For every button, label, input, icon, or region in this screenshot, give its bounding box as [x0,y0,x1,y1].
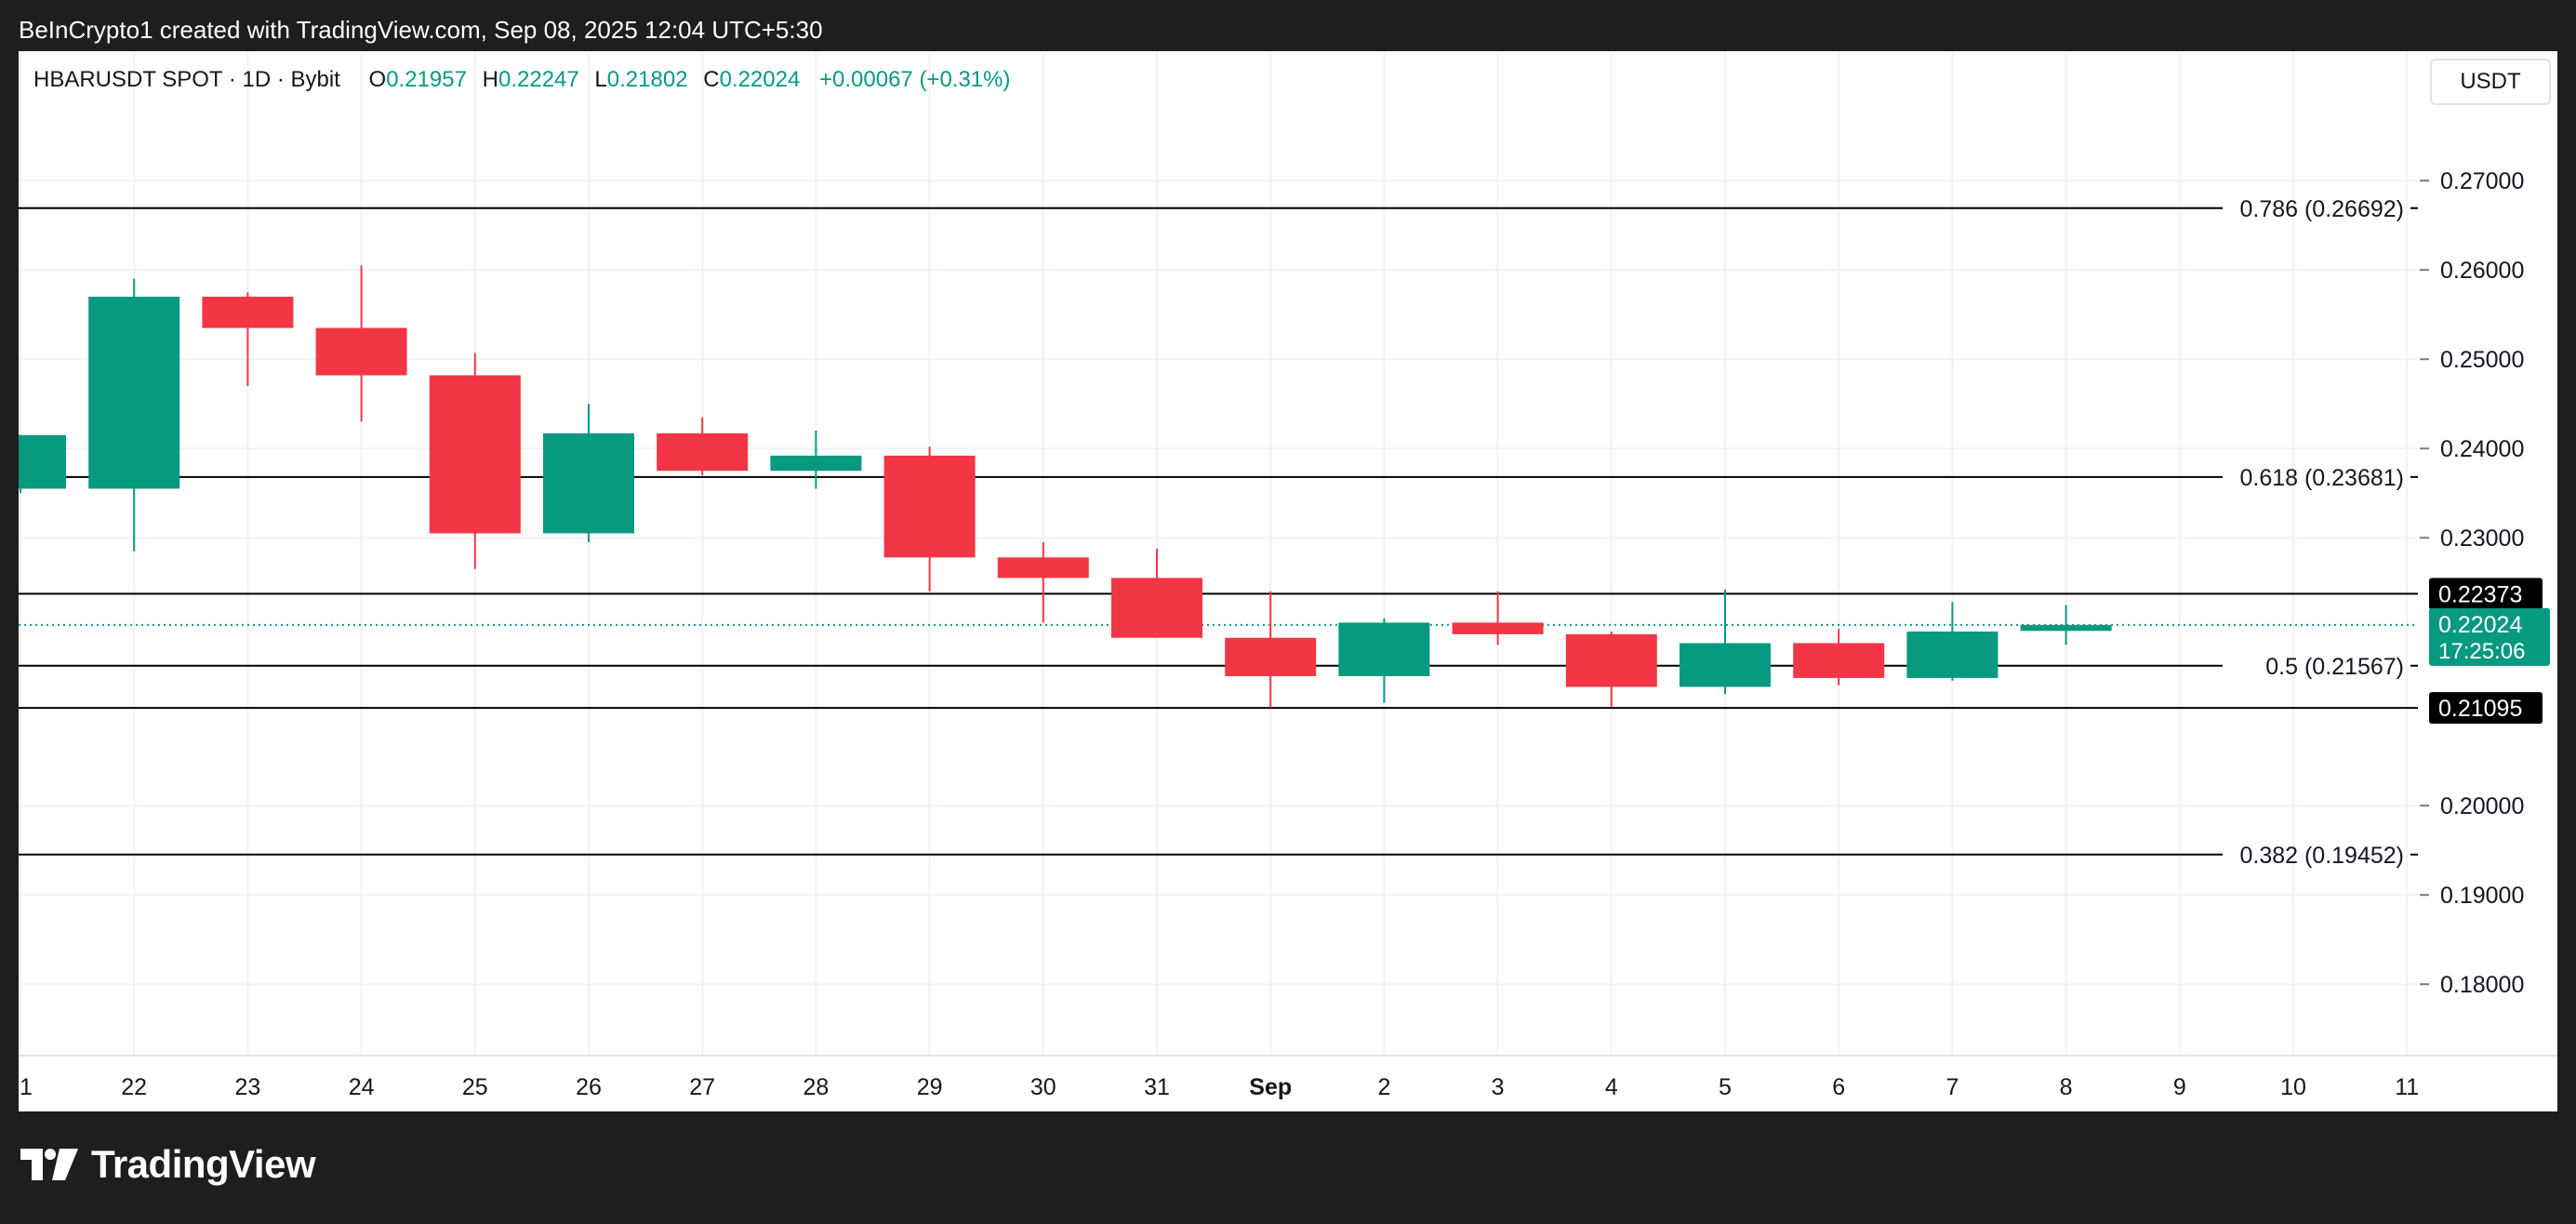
candle-body [1906,632,1998,678]
fib-level-label: 0.618 (0.23681) [2239,465,2404,491]
symbol-label: HBARUSDT SPOT · 1D · Bybit [33,67,340,92]
fib-level-label: 0.786 (0.26692) [2239,196,2404,222]
level-price-badge-text: 0.22373 [2438,581,2522,607]
candlestick-chart[interactable]: 0.786 (0.26692) 0.618 (0.23681) 0.5 (0.215… [19,51,2557,1111]
low-label: L [594,67,607,92]
level-price-badge [2429,692,2543,725]
x-tick-label: 29 [917,1074,943,1100]
x-tick-label: 8 [2060,1074,2073,1100]
currency-button[interactable]: USDT [2430,59,2551,105]
candle-body [1565,633,1657,687]
candle-body [1338,622,1430,676]
candle-body [19,434,66,489]
candle-body [1225,637,1317,676]
high-value: 0.22247 [498,67,579,92]
candle-body [1452,622,1544,634]
candle-body [770,455,862,472]
candle-body [2020,624,2112,632]
countdown-text: 17:25:06 [2438,639,2525,664]
x-tick-label: 24 [349,1074,375,1100]
chart-caption: BeInCrypto1 created with TradingView.com… [19,16,823,44]
y-tick-label: 0.19000 [2440,883,2524,909]
candle-body [1793,643,1885,678]
x-tick-label: 11 [2395,1074,2419,1100]
x-tick-label: 3 [1492,1074,1505,1100]
tradingview-logo-icon [20,1149,78,1180]
current-price-badge [2429,607,2550,666]
open-value: 0.21957 [386,67,467,92]
x-tick-label: 27 [689,1074,715,1100]
x-tick-label: 9 [2173,1074,2186,1100]
x-tick-label: 6 [1832,1074,1845,1100]
candle-body [88,297,180,489]
x-tick-label: 23 [234,1074,260,1100]
x-tick-label: 4 [1605,1074,1618,1100]
x-tick-label: 31 [1144,1074,1170,1100]
footer-brand[interactable]: TradingView [20,1142,316,1187]
x-tick-label: 22 [121,1074,147,1100]
ohlc-legend: HBARUSDT SPOT · 1D · Bybit O0.21957 H0.2… [33,64,1011,96]
x-tick-label: 25 [462,1074,488,1100]
x-tick-label: 2 [1377,1074,1390,1100]
close-label: C [703,67,720,92]
fib-level-label: 0.5 (0.21567) [2265,654,2404,680]
level-price-badge [2429,578,2543,610]
current-price-text: 0.22024 [2438,612,2522,638]
candle-body [1111,578,1202,638]
candle-body [543,432,634,534]
candle-body [202,297,294,328]
x-tick-label: Sep [1249,1074,1292,1100]
y-tick-label: 0.25000 [2440,347,2524,373]
candle-body [657,432,749,472]
close-value: 0.22024 [719,67,801,92]
x-tick-label: 7 [1945,1074,1959,1100]
high-label: H [482,67,498,92]
x-tick-label: 1 [20,1074,33,1100]
candle-body [429,375,521,534]
candle-body [883,455,976,558]
low-value: 0.21802 [606,67,688,92]
x-tick-label: 28 [803,1074,829,1100]
candle-body [315,327,407,376]
x-tick-label: 5 [1719,1074,1732,1100]
x-tick-label: 10 [2280,1074,2306,1100]
y-tick-label: 0.20000 [2440,793,2524,819]
x-tick-label: 30 [1030,1074,1056,1100]
y-tick-label: 0.18000 [2440,972,2524,998]
fib-level-label: 0.382 (0.19452) [2239,843,2404,869]
candle-body [1680,643,1771,687]
y-tick-label: 0.24000 [2440,436,2524,462]
y-tick-label: 0.23000 [2440,526,2524,552]
tradingview-wordmark: TradingView [91,1142,316,1186]
chart-frame[interactable]: 0.786 (0.26692) 0.618 (0.23681) 0.5 (0.215… [19,51,2557,1111]
x-tick-label: 26 [576,1074,602,1100]
level-price-badge-text: 0.21095 [2438,696,2522,722]
candle-body [997,557,1089,579]
y-tick-label: 0.26000 [2440,258,2524,284]
change-value: +0.00067 (+0.31%) [819,67,1011,92]
open-label: O [368,67,387,92]
y-tick-label: 0.27000 [2440,168,2524,194]
